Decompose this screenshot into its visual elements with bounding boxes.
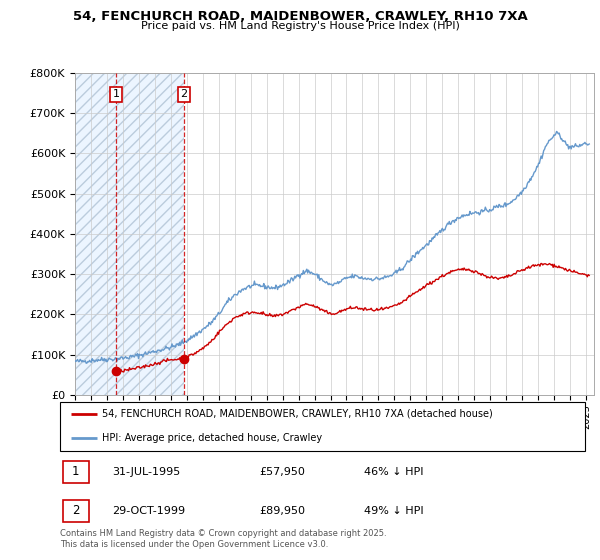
Text: 54, FENCHURCH ROAD, MAIDENBOWER, CRAWLEY, RH10 7XA: 54, FENCHURCH ROAD, MAIDENBOWER, CRAWLEY… — [73, 10, 527, 23]
Bar — [75, 73, 184, 395]
Text: 54, FENCHURCH ROAD, MAIDENBOWER, CRAWLEY, RH10 7XA (detached house): 54, FENCHURCH ROAD, MAIDENBOWER, CRAWLEY… — [102, 409, 493, 419]
Text: £89,950: £89,950 — [260, 506, 305, 516]
Text: 29-OCT-1999: 29-OCT-1999 — [113, 506, 185, 516]
Bar — [75, 73, 184, 395]
Text: Price paid vs. HM Land Registry's House Price Index (HPI): Price paid vs. HM Land Registry's House … — [140, 21, 460, 31]
Text: 2: 2 — [72, 505, 79, 517]
Text: 49% ↓ HPI: 49% ↓ HPI — [365, 506, 424, 516]
Text: HPI: Average price, detached house, Crawley: HPI: Average price, detached house, Craw… — [102, 433, 322, 444]
FancyBboxPatch shape — [62, 500, 89, 522]
Text: 2: 2 — [181, 90, 188, 100]
Text: 1: 1 — [72, 465, 79, 478]
Text: 31-JUL-1995: 31-JUL-1995 — [113, 467, 181, 477]
Text: £57,950: £57,950 — [260, 467, 305, 477]
Text: 46% ↓ HPI: 46% ↓ HPI — [365, 467, 424, 477]
Text: 1: 1 — [113, 90, 120, 100]
FancyBboxPatch shape — [62, 460, 89, 483]
Text: Contains HM Land Registry data © Crown copyright and database right 2025.
This d: Contains HM Land Registry data © Crown c… — [60, 529, 386, 549]
FancyBboxPatch shape — [60, 402, 585, 451]
